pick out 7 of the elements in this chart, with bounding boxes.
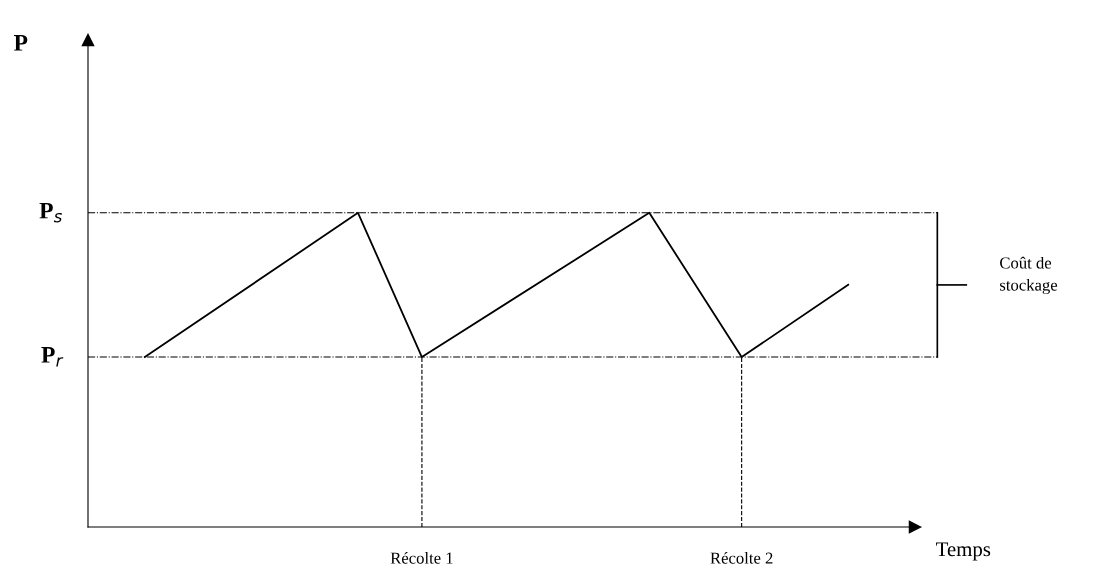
text: Coût de stockage	[1000, 256, 1058, 295]
x-tick-label: Récolte 1	[390, 551, 453, 564]
x-axis-title: Temps	[936, 542, 991, 561]
x-tick-label: Récolte 2	[710, 551, 773, 564]
ref-line-label: P$_{s}$	[39, 202, 63, 223]
text: P	[13, 35, 28, 51]
ref-line-label: P$_{r}$	[41, 347, 64, 367]
